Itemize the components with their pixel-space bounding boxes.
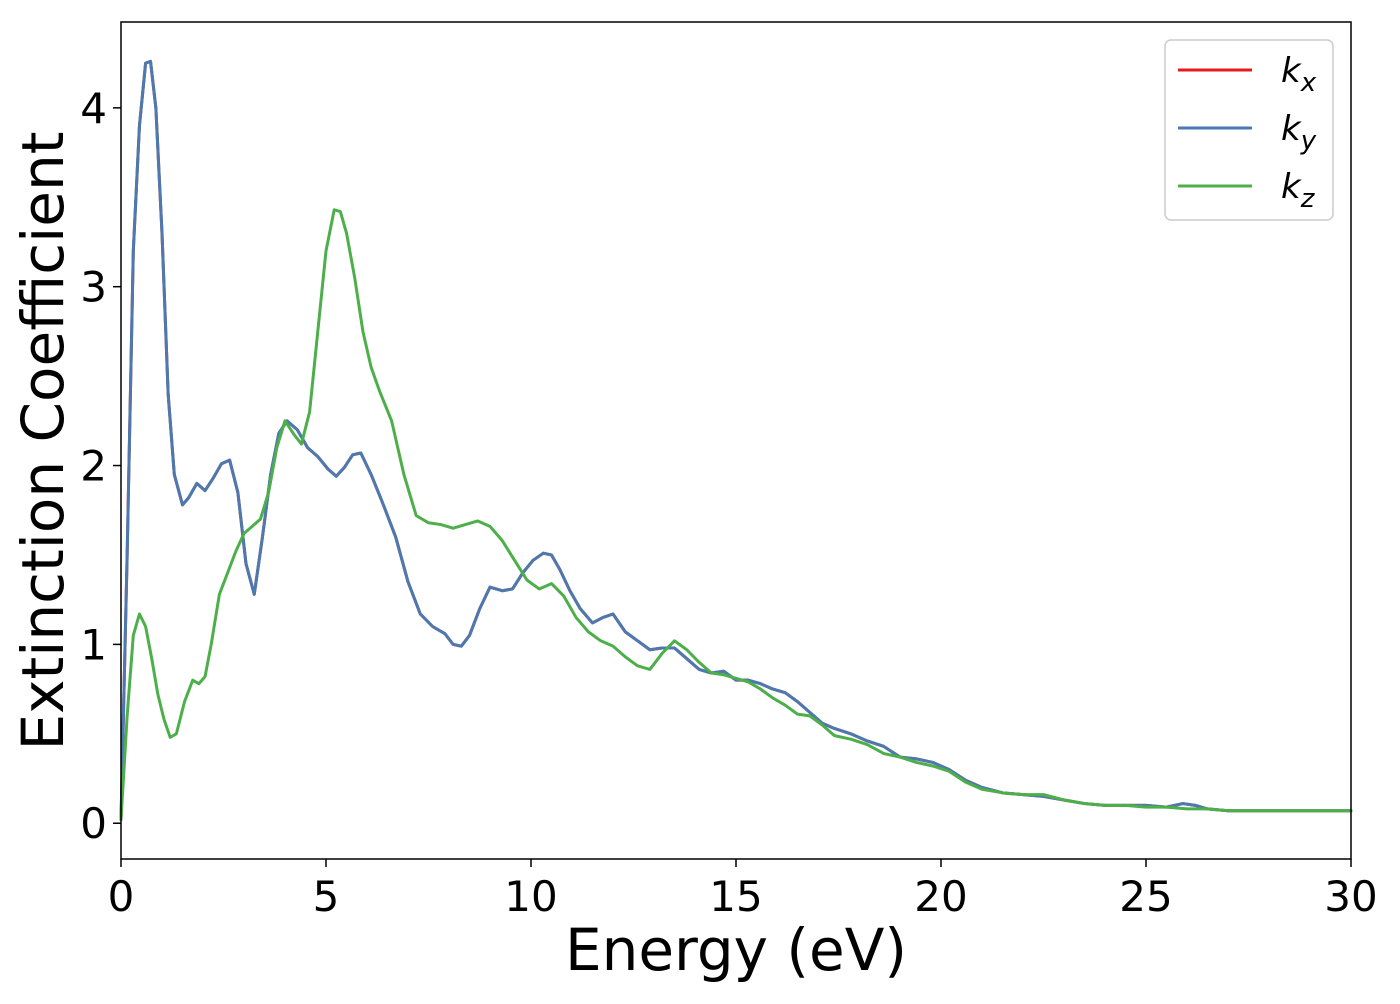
x-tick-label: 30: [1324, 872, 1377, 921]
x-tick-label: 10: [504, 872, 557, 921]
x-axis-ticks: 0 5 10 15 20 25 30: [108, 859, 1378, 921]
legend-label-x: kx: [1281, 51, 1317, 98]
series-line-z: [119, 208, 1353, 822]
legend-items: kx ky kz: [1178, 51, 1317, 214]
x-tick-label: 5: [313, 872, 340, 921]
y-tick-label: 2: [80, 442, 107, 491]
legend-label-z: kz: [1281, 167, 1316, 214]
legend-box: [1164, 39, 1334, 221]
x-axis-label: Energy (eV): [565, 916, 907, 984]
x-tick-label: 20: [914, 872, 967, 921]
y-tick-label: 4: [80, 84, 107, 133]
legend-label-y: ky: [1281, 109, 1317, 156]
y-tick-label: 0: [80, 799, 107, 848]
y-tick-label: 3: [80, 263, 107, 312]
y-axis-ticks: 0 1 2 3 4: [80, 84, 121, 848]
legend: kx ky kz: [1164, 39, 1334, 221]
series-layer: [119, 59, 1353, 822]
x-tick-label: 0: [108, 872, 135, 921]
x-tick-label: 25: [1119, 872, 1172, 921]
x-tick-label: 15: [709, 872, 762, 921]
y-tick-label: 1: [80, 620, 107, 669]
y-axis-label: Extinction Coefficient: [9, 132, 77, 751]
